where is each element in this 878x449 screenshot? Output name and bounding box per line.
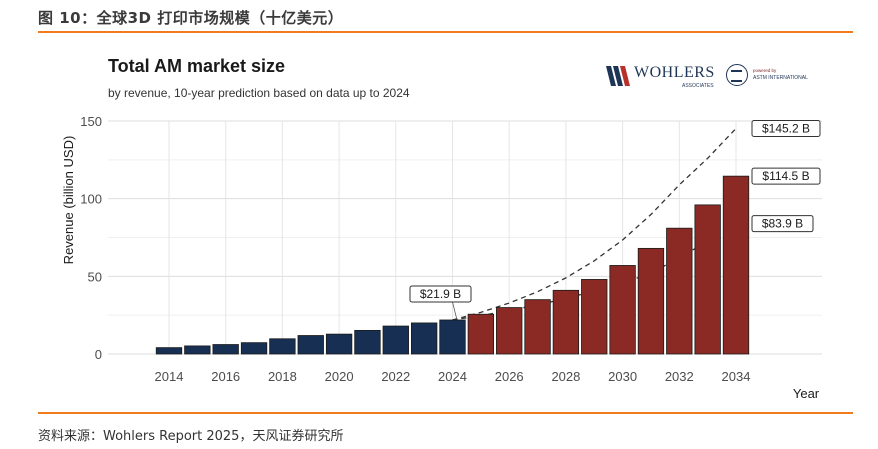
bar-forecast-2028 bbox=[552, 289, 580, 355]
callout-label: $83.9 B bbox=[762, 217, 803, 231]
bar-historical-2024 bbox=[439, 319, 466, 355]
x-tick-label: 2024 bbox=[438, 369, 467, 384]
y-tick-label: 150 bbox=[80, 114, 102, 129]
astm-powered-text: powered by bbox=[753, 68, 777, 73]
y-tick-label: 0 bbox=[95, 347, 102, 362]
x-tick-label: 2018 bbox=[268, 369, 297, 384]
bar-historical-2017 bbox=[240, 342, 268, 355]
axis-ticks: 0 50 100 150 2014 2016 2018 2020 2022 2024 2026 202… bbox=[80, 114, 750, 384]
bar-forecast-2031 bbox=[637, 247, 665, 355]
chart-title: Total AM market size bbox=[108, 56, 286, 76]
callout-box bbox=[409, 285, 472, 303]
bar-historical-2018 bbox=[269, 338, 296, 355]
callout-label: $145.2 B bbox=[762, 121, 810, 135]
bar-historical-2016 bbox=[212, 344, 239, 355]
bar-forecast-2032 bbox=[666, 227, 693, 355]
bar-historical-2020 bbox=[325, 333, 353, 355]
astm-logo: powered by ASTM INTERNATIONAL bbox=[726, 64, 822, 90]
callout-2024-21.9: $21.9 B bbox=[409, 285, 472, 319]
bar-forecast-2027 bbox=[524, 299, 551, 355]
bar-forecast-2034 bbox=[722, 175, 750, 355]
wohlers-logo: WOHLERS ASSOCIATES bbox=[606, 64, 716, 90]
bottom-divider bbox=[38, 412, 853, 414]
astm-logo-text: ASTM INTERNATIONAL bbox=[753, 75, 808, 81]
callout-box bbox=[751, 215, 814, 233]
callout-2034-83.9: $83.9 B bbox=[751, 215, 814, 233]
source-note: 资料来源：Wohlers Report 2025，天风证券研究所 bbox=[38, 429, 344, 444]
y-tick-label: 50 bbox=[88, 269, 102, 284]
bar-historical-2023 bbox=[410, 322, 438, 355]
x-tick-label: 2022 bbox=[381, 369, 410, 384]
wohlers-logo-text: WOHLERS bbox=[634, 64, 715, 81]
wohlers-logo-subtext: ASSOCIATES bbox=[682, 83, 714, 89]
x-tick-label: 2016 bbox=[211, 369, 240, 384]
x-tick-label: 2030 bbox=[608, 369, 637, 384]
callout-leader bbox=[452, 301, 457, 319]
bar-historical-2021 bbox=[354, 329, 381, 355]
x-tick-label: 2014 bbox=[155, 369, 184, 384]
y-tick-label: 100 bbox=[80, 192, 102, 207]
x-axis-label: Year bbox=[793, 386, 820, 401]
callout-label: $21.9 B bbox=[420, 287, 461, 301]
bar-historical-2022 bbox=[382, 325, 409, 355]
x-tick-label: 2034 bbox=[722, 369, 751, 384]
bar-forecast-2030 bbox=[609, 265, 636, 355]
callout-2034-114.5: $114.5 B bbox=[751, 167, 821, 185]
callout-box bbox=[751, 167, 821, 185]
y-axis-label: Revenue (billion USD) bbox=[61, 136, 76, 265]
callout-box bbox=[751, 119, 821, 137]
bar-historical-2019 bbox=[297, 335, 324, 355]
bar-forecast-2026 bbox=[496, 307, 523, 355]
x-tick-label: 2026 bbox=[495, 369, 524, 384]
value-callouts: $21.9 B $145.2 B $114.5 B $83.9 B bbox=[409, 119, 821, 319]
bar-historical-2014 bbox=[155, 347, 183, 355]
top-divider bbox=[38, 31, 853, 33]
callout-label: $114.5 B bbox=[762, 169, 809, 183]
wohlers-logo-mark-icon bbox=[606, 66, 630, 86]
bar-forecast-2029 bbox=[581, 279, 608, 355]
x-tick-label: 2020 bbox=[325, 369, 354, 384]
bar-forecast-2025 bbox=[467, 313, 495, 355]
astm-seal-icon bbox=[726, 64, 748, 86]
chart-bars bbox=[155, 175, 750, 355]
callout-2034-145.2: $145.2 B bbox=[751, 119, 821, 137]
x-tick-label: 2032 bbox=[665, 369, 694, 384]
figure-title: 图 10：全球3D 打印市场规模（十亿美元） bbox=[38, 9, 344, 27]
bar-historical-2015 bbox=[184, 345, 211, 355]
scenario-line-high bbox=[452, 128, 737, 321]
x-tick-label: 2028 bbox=[551, 369, 580, 384]
bar-forecast-2033 bbox=[694, 204, 721, 355]
chart-subtitle: by revenue, 10-year prediction based on … bbox=[108, 86, 410, 100]
